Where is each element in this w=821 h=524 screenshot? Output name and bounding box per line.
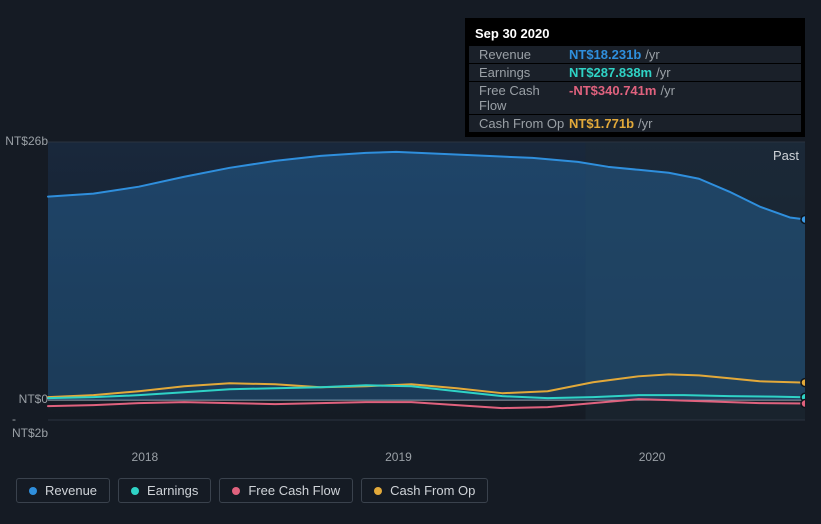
- tooltip-row-value: NT$287.838m: [569, 65, 652, 80]
- past-label: Past: [773, 148, 799, 163]
- legend-item-label: Revenue: [45, 483, 97, 498]
- x-axis-tick-label: 2019: [385, 450, 412, 464]
- legend-item-earnings[interactable]: Earnings: [118, 478, 211, 503]
- legend-dot-icon: [374, 487, 382, 495]
- y-axis-tick-label: NT$0: [19, 392, 48, 406]
- tooltip-row-label: Earnings: [479, 65, 569, 80]
- x-axis-tick-label: 2018: [132, 450, 159, 464]
- legend: Revenue Earnings Free Cash Flow Cash From O…: [16, 478, 488, 503]
- tooltip-row-suffix: /yr: [645, 47, 659, 62]
- series-end-marker-cash_from_op: [801, 379, 805, 387]
- series-end-marker-free_cash_flow: [801, 400, 805, 408]
- tooltip-row-label: Revenue: [479, 47, 569, 62]
- legend-item-label: Cash From Op: [390, 483, 475, 498]
- tooltip-row: EarningsNT$287.838m/yr: [469, 64, 801, 81]
- legend-item-free_cash_flow[interactable]: Free Cash Flow: [219, 478, 353, 503]
- legend-item-label: Free Cash Flow: [248, 483, 340, 498]
- tooltip-date: Sep 30 2020: [465, 22, 805, 45]
- legend-item-revenue[interactable]: Revenue: [16, 478, 110, 503]
- legend-item-label: Earnings: [147, 483, 198, 498]
- tooltip-row-suffix: /yr: [660, 83, 674, 113]
- legend-dot-icon: [131, 487, 139, 495]
- legend-dot-icon: [29, 487, 37, 495]
- tooltip-row-value: -NT$340.741m: [569, 83, 656, 113]
- legend-dot-icon: [232, 487, 240, 495]
- tooltip-row: Free Cash Flow-NT$340.741m/yr: [469, 82, 801, 114]
- y-axis-tick-label: NT$26b: [5, 134, 48, 148]
- y-axis-tick-label: -NT$2b: [12, 412, 48, 440]
- legend-item-cash_from_op[interactable]: Cash From Op: [361, 478, 488, 503]
- tooltip-row-label: Free Cash Flow: [479, 83, 569, 113]
- tooltip-row: RevenueNT$18.231b/yr: [469, 46, 801, 63]
- tooltip-row-suffix: /yr: [656, 65, 670, 80]
- chart-area[interactable]: Past NT$26bNT$0-NT$2b 201820192020: [16, 118, 805, 448]
- chart-svg: [16, 118, 805, 448]
- x-axis-tick-label: 2020: [639, 450, 666, 464]
- series-end-marker-revenue: [801, 215, 805, 223]
- tooltip-row-value: NT$18.231b: [569, 47, 641, 62]
- series-area-revenue: [48, 152, 805, 400]
